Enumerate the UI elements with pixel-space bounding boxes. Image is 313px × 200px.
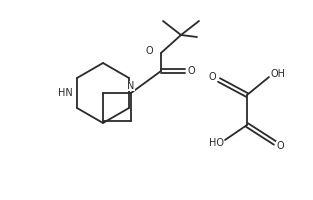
Text: HO: HO xyxy=(208,138,223,148)
Text: O: O xyxy=(187,66,195,76)
Text: OH: OH xyxy=(270,69,285,79)
Text: O: O xyxy=(145,46,153,56)
Text: N: N xyxy=(127,81,135,91)
Text: O: O xyxy=(208,72,216,82)
Text: O: O xyxy=(276,141,284,151)
Text: HN: HN xyxy=(58,88,72,98)
